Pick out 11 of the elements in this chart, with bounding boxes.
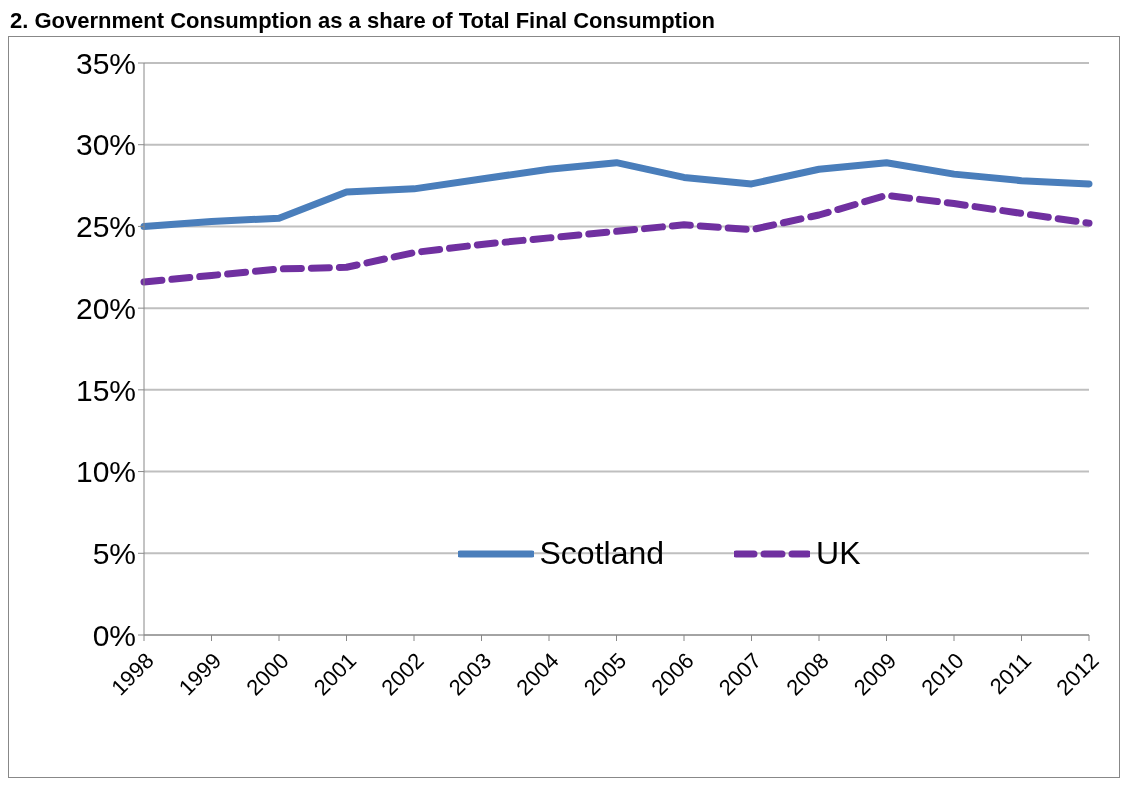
- y-tick-label: 30%: [75, 128, 136, 162]
- y-tick-label: 10%: [75, 455, 136, 489]
- legend-label: UK: [816, 535, 861, 572]
- y-tick-label: 15%: [75, 373, 136, 407]
- legend-label: Scotland: [539, 535, 665, 572]
- y-tick-label: 25%: [75, 210, 136, 244]
- y-tick-label: 5%: [92, 536, 136, 570]
- y-tick-label: 20%: [75, 291, 136, 325]
- chart-title: 2. Government Consumption as a share of Total Final Consumption: [10, 8, 715, 33]
- y-tick-label: 35%: [75, 46, 136, 80]
- y-tick-label: 0%: [92, 618, 136, 652]
